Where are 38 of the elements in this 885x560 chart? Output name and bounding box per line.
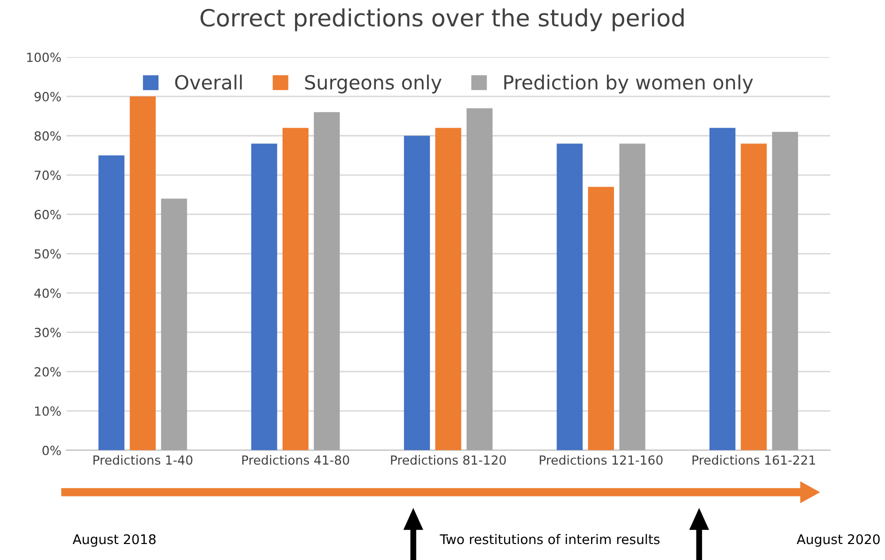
bar [251, 144, 278, 450]
y-tick-label: 40% [34, 288, 61, 298]
bar [740, 144, 767, 450]
bar [314, 112, 340, 450]
bar [619, 144, 646, 450]
bar [130, 96, 156, 450]
bar [556, 144, 583, 450]
y-tick-label: 0% [42, 446, 61, 456]
text: Two restitutions of interim results [440, 534, 660, 544]
y-tick-label: 100% [27, 52, 61, 62]
y-tick-label: 80% [34, 131, 61, 141]
bar [98, 155, 124, 450]
text: August 2018 [72, 534, 156, 547]
x-tick-label: Predictions 161-221 [692, 455, 816, 465]
y-tick-label: 60% [34, 210, 61, 220]
x-tick-label: Predictions 41-80 [242, 455, 350, 465]
y-tick-label: 10% [35, 406, 61, 416]
y-tick-label: 20% [34, 367, 61, 377]
bar [709, 128, 736, 450]
bar [404, 136, 430, 450]
x-tick-label: Predictions 121-160 [540, 455, 663, 465]
y-tick-label: 70% [34, 170, 61, 180]
bar [588, 186, 614, 450]
bar [161, 198, 188, 450]
bar [772, 132, 798, 450]
y-tick-label: 90% [34, 92, 61, 102]
bar [466, 108, 493, 450]
x-tick-label: Predictions 81-120 [391, 455, 506, 465]
text: August 2020 [796, 534, 880, 547]
legend-label: Surgeons only [305, 74, 442, 94]
legend-label: Overall [175, 74, 242, 90]
bar [435, 128, 462, 450]
y-tick-label: 50% [34, 249, 61, 259]
legend-label: Prediction by women only [504, 74, 753, 94]
bar [282, 128, 308, 450]
chart-title: Correct predictions over the study period [200, 8, 684, 32]
x-tick-label: Predictions 1-40 [94, 455, 192, 465]
y-tick-label: 30% [34, 328, 61, 338]
